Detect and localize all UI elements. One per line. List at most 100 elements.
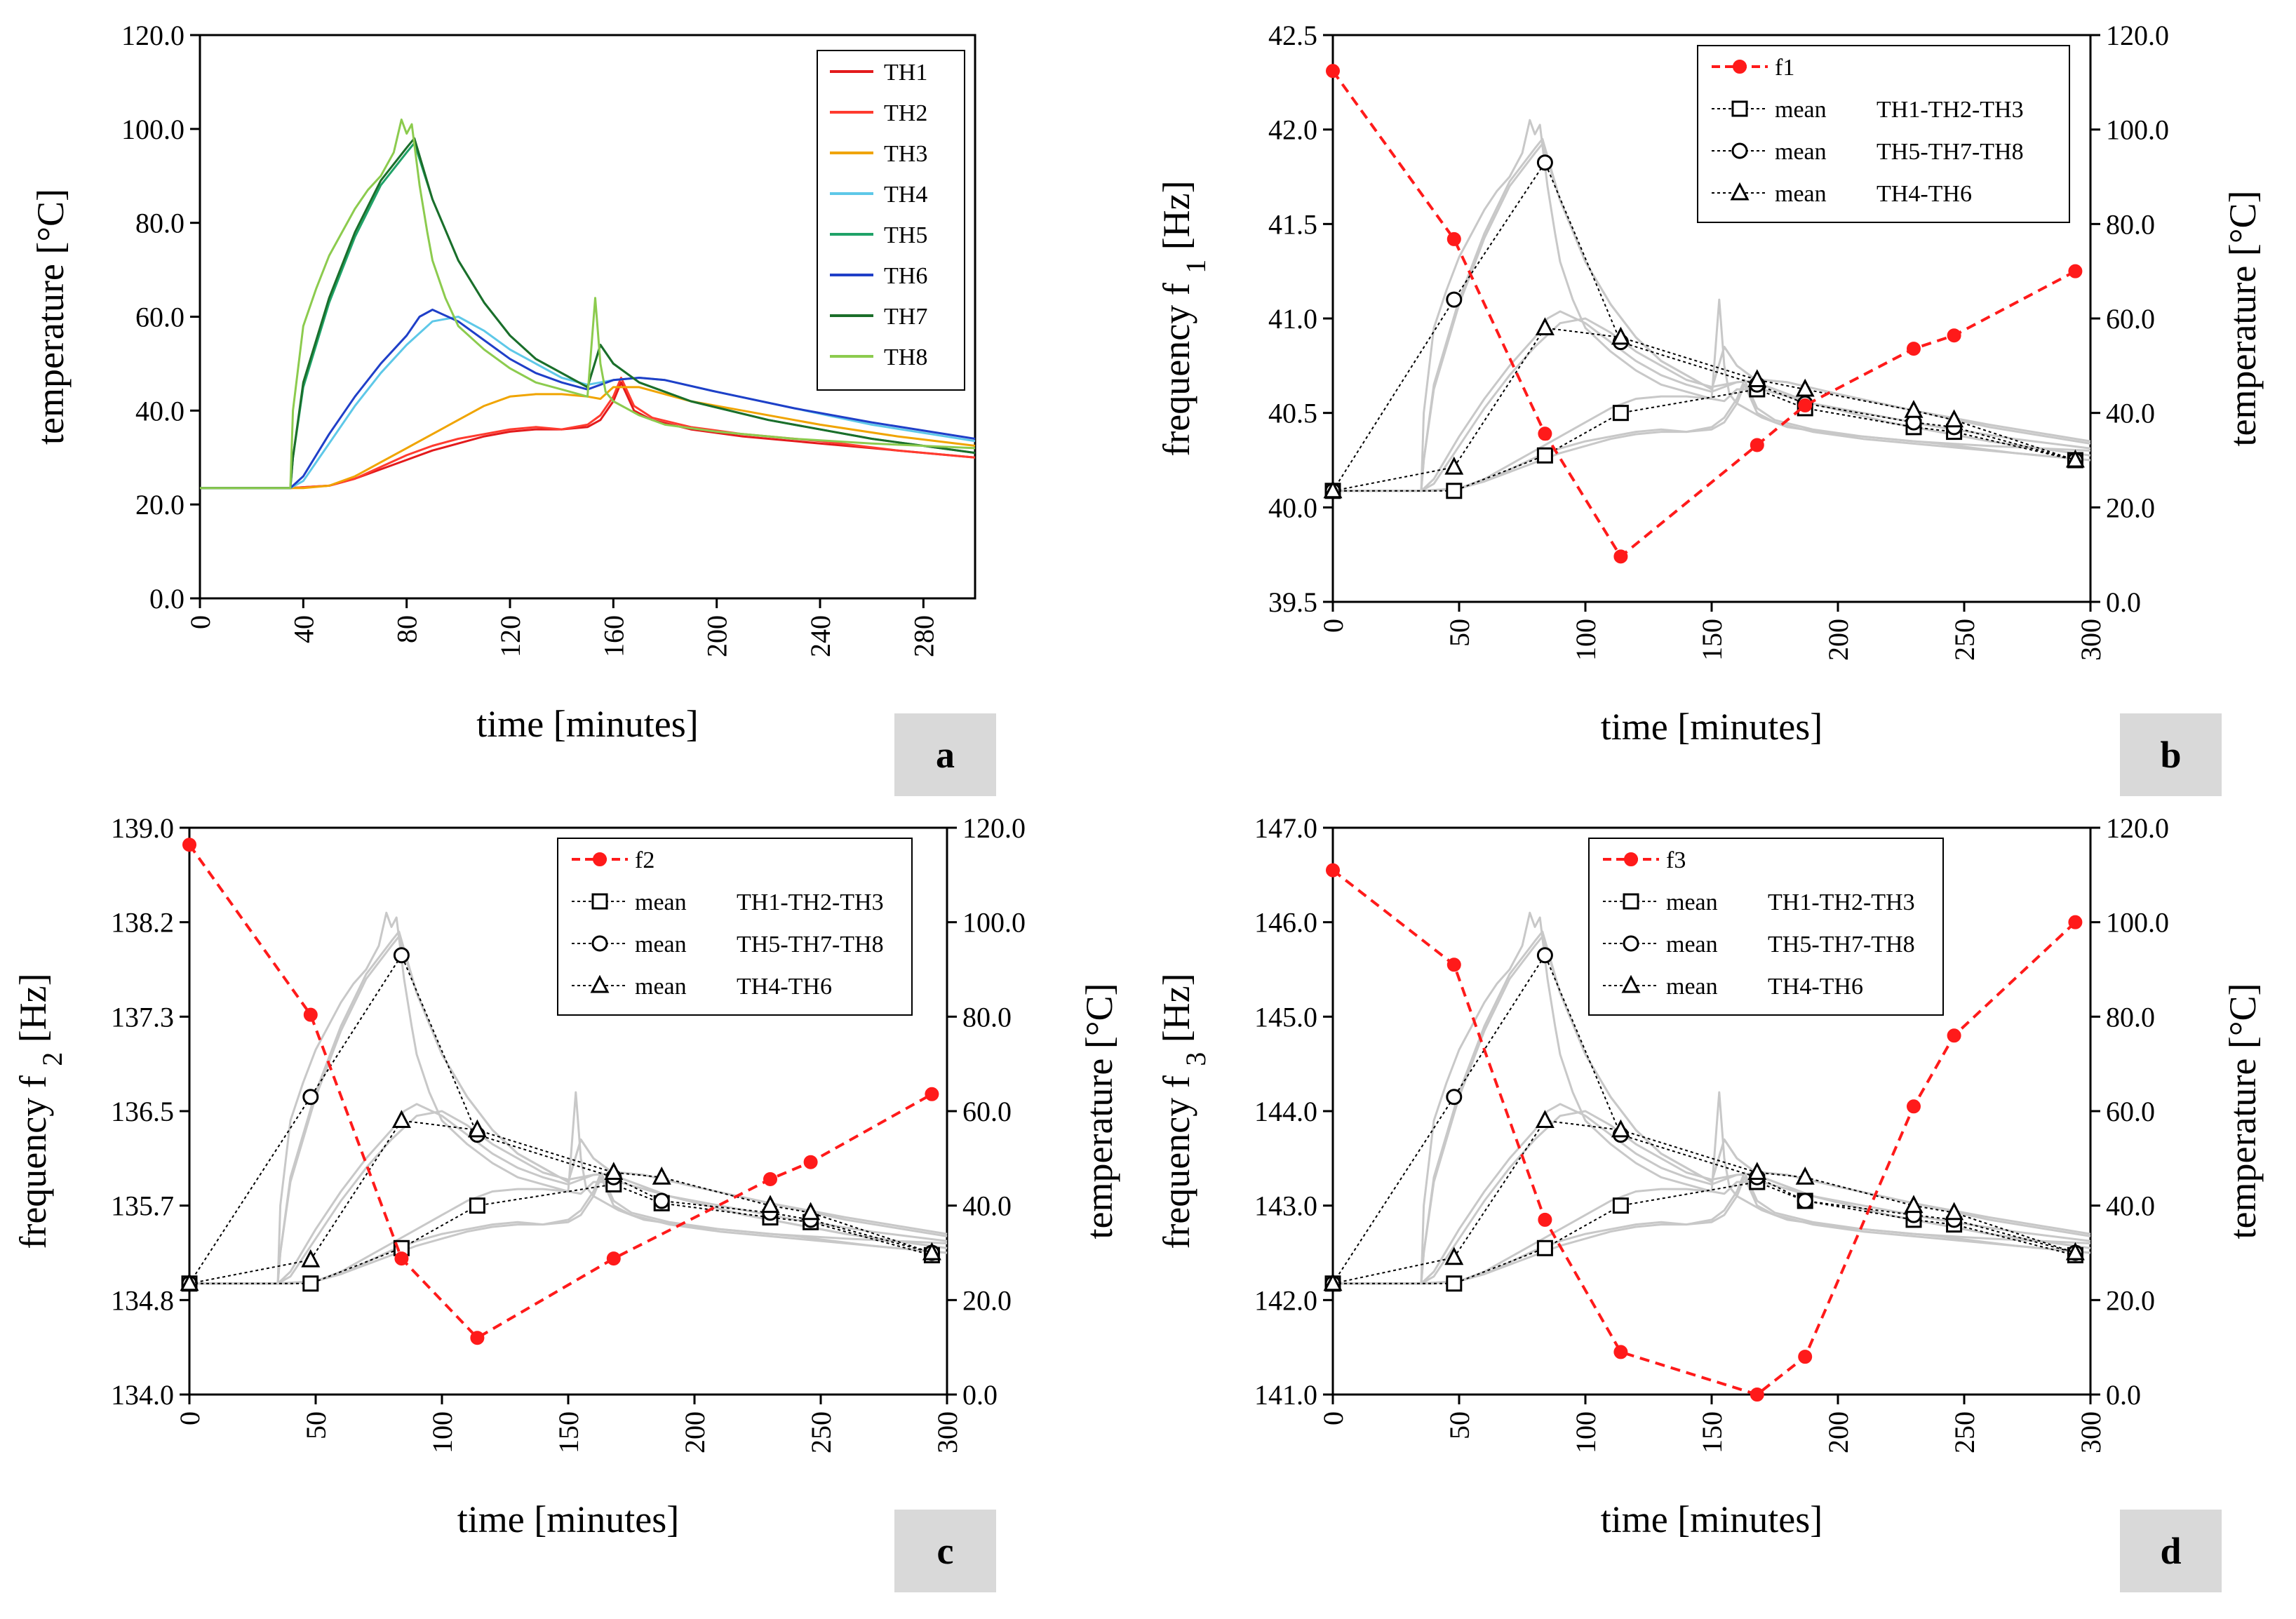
y-tick-label: 40.0 — [135, 395, 184, 426]
mean-line-triangle — [189, 1120, 932, 1284]
legend-label: mean — [1775, 139, 1827, 165]
series-line-th3 — [200, 386, 976, 490]
y2-tick-label: 120.0 — [962, 812, 1026, 844]
background-th-curve — [1333, 930, 2091, 1285]
x-tick-label: 150 — [553, 1411, 584, 1453]
legend-label: TH1 — [884, 60, 927, 86]
legend-group-label: TH1-TH2-TH3 — [737, 889, 884, 915]
x-tick-label: 250 — [1949, 619, 1980, 661]
y-tick-label: 138.2 — [111, 907, 174, 939]
mean-point-circle — [1797, 1193, 1813, 1209]
frequency-point — [470, 1331, 485, 1345]
background-th-curve — [1333, 137, 2091, 492]
legend-marker — [1731, 100, 1748, 117]
y2-tick-label: 40.0 — [2106, 1190, 2155, 1222]
legend-label: mean — [1666, 932, 1718, 958]
y-tick-label: 136.5 — [111, 1096, 174, 1127]
legend-group-label: TH5-TH7-TH8 — [737, 932, 884, 958]
y-tick-label: 137.3 — [111, 1001, 174, 1033]
x-tick-label: 150 — [1696, 619, 1728, 661]
frequency-point — [1907, 1099, 1921, 1114]
chart-a: 0 40 80 120 160 200 240 280 0.0 20.0 40.0 60.0 80.0 1… — [29, 20, 996, 796]
y2-tick-label: 80.0 — [2106, 208, 2155, 240]
panel-label-box — [2120, 713, 2222, 796]
legend-label: mean — [635, 932, 687, 958]
mean-point-triangle — [180, 1272, 199, 1291]
frequency-point — [1907, 342, 1921, 356]
mean-line-square — [189, 1183, 932, 1284]
legend-label: TH5 — [884, 222, 927, 248]
x-axis-label: time [minutes] — [457, 1498, 679, 1540]
legend-label: mean — [1775, 181, 1827, 207]
mean-point-square — [302, 1275, 319, 1292]
y-tick-label: 135.7 — [111, 1190, 174, 1222]
x-tick-label: 120 — [495, 615, 526, 657]
frequency-point — [1538, 426, 1552, 441]
y-tick-label: 146.0 — [1254, 907, 1317, 939]
mean-point-triangle — [1945, 1202, 1964, 1221]
y2-tick-label: 40.0 — [2106, 398, 2155, 429]
legend-marker — [591, 935, 608, 952]
legend-box — [557, 838, 913, 1016]
y-tick-label: 42.5 — [1268, 20, 1317, 51]
frequency-point — [1446, 231, 1461, 246]
mean-point-triangle — [922, 1242, 941, 1261]
y-axis-label-unit: [Hz] — [1155, 180, 1197, 259]
mean-point-triangle — [1611, 326, 1630, 345]
y-tick-label: 40.0 — [1268, 492, 1317, 523]
y2-tick-label: 60.0 — [2106, 303, 2155, 335]
frequency-point — [1750, 1388, 1764, 1402]
legend-label: mean — [635, 974, 687, 1000]
y-tick-label: 144.0 — [1254, 1096, 1317, 1127]
y-tick-label: 120.0 — [121, 20, 184, 51]
y-axis-label-main: frequency f — [1155, 1066, 1197, 1249]
y-tick-label: 60.0 — [135, 302, 184, 333]
series-line-th2 — [200, 377, 976, 490]
legend-label: TH7 — [884, 304, 927, 330]
frequency-point — [2068, 264, 2083, 278]
y2-tick-label: 80.0 — [2106, 1001, 2155, 1033]
mean-point-triangle — [1747, 1162, 1767, 1181]
x-tick-label: 300 — [2075, 619, 2107, 661]
frequency-point — [182, 838, 196, 852]
frequency-point — [1613, 549, 1628, 564]
legend-label: mean — [1775, 97, 1827, 123]
x-tick-label: 250 — [805, 1411, 837, 1453]
y-tick-label: 142.0 — [1254, 1284, 1317, 1316]
mean-point-circle — [1446, 291, 1463, 308]
panel-label: b — [2160, 734, 2181, 776]
series-line-th7 — [200, 137, 976, 490]
background-th-curve — [1333, 1181, 2091, 1285]
x-tick-label: 200 — [701, 615, 733, 657]
frequency-point — [303, 1007, 318, 1022]
frequency-point — [606, 1251, 621, 1266]
frequency-point — [803, 1155, 818, 1169]
y2-axis-label: temperature [°C] — [1078, 983, 1120, 1240]
frequency-point — [763, 1171, 777, 1186]
y-tick-label: 141.0 — [1254, 1379, 1317, 1411]
x-axis-label: time [minutes] — [1601, 1498, 1822, 1540]
legend-label: TH8 — [884, 344, 927, 370]
legend-marker — [1623, 935, 1639, 952]
y2-tick-label: 0.0 — [2106, 586, 2141, 618]
frequency-point — [1750, 438, 1764, 452]
panel-label: a — [936, 734, 955, 776]
x-axis-label: time [minutes] — [476, 703, 698, 745]
mean-point-triangle — [604, 1162, 624, 1181]
mean-point-triangle — [1795, 1167, 1815, 1185]
chart-d: 0 50 100 150 200 250 300 141.0 142.0 143.0 144.0 14… — [1155, 812, 2264, 1592]
y-tick-label: 145.0 — [1254, 1001, 1317, 1033]
mean-point-square — [469, 1197, 485, 1214]
y2-tick-label: 20.0 — [2106, 1284, 2155, 1316]
legend-label: TH2 — [884, 100, 927, 126]
mean-point-square — [1446, 1275, 1463, 1292]
legend-label: f2 — [635, 847, 654, 873]
x-tick-label: 200 — [1822, 1411, 1854, 1453]
mean-point-circle — [302, 1089, 319, 1106]
legend-label: mean — [635, 889, 687, 915]
y2-axis-label: temperature [°C] — [2222, 983, 2264, 1240]
x-tick-label: 40 — [288, 615, 319, 643]
background-th-curve — [1333, 388, 2091, 492]
legend-box — [1588, 838, 1944, 1016]
y-tick-label: 143.0 — [1254, 1190, 1317, 1222]
